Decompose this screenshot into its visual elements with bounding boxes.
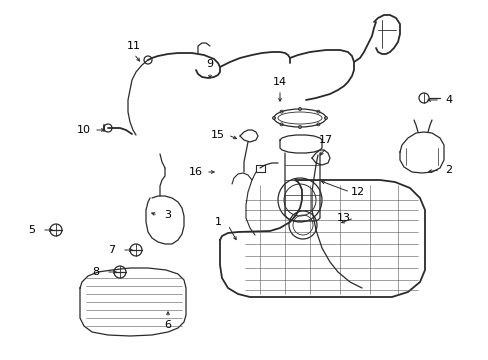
Text: 4: 4 [445,95,451,105]
Text: 8: 8 [92,267,100,277]
Text: 12: 12 [350,187,365,197]
Text: 10: 10 [77,125,91,135]
Text: 15: 15 [210,130,224,140]
Text: 13: 13 [336,213,350,223]
Text: 14: 14 [272,77,286,87]
Text: 5: 5 [28,225,36,235]
Text: 1: 1 [214,217,221,227]
Text: 11: 11 [127,41,141,51]
Text: 6: 6 [164,320,171,330]
Text: 2: 2 [445,165,451,175]
Text: 16: 16 [189,167,203,177]
Text: 17: 17 [318,135,332,145]
Text: 7: 7 [108,245,115,255]
Text: 9: 9 [206,59,213,69]
Text: 3: 3 [164,210,171,220]
